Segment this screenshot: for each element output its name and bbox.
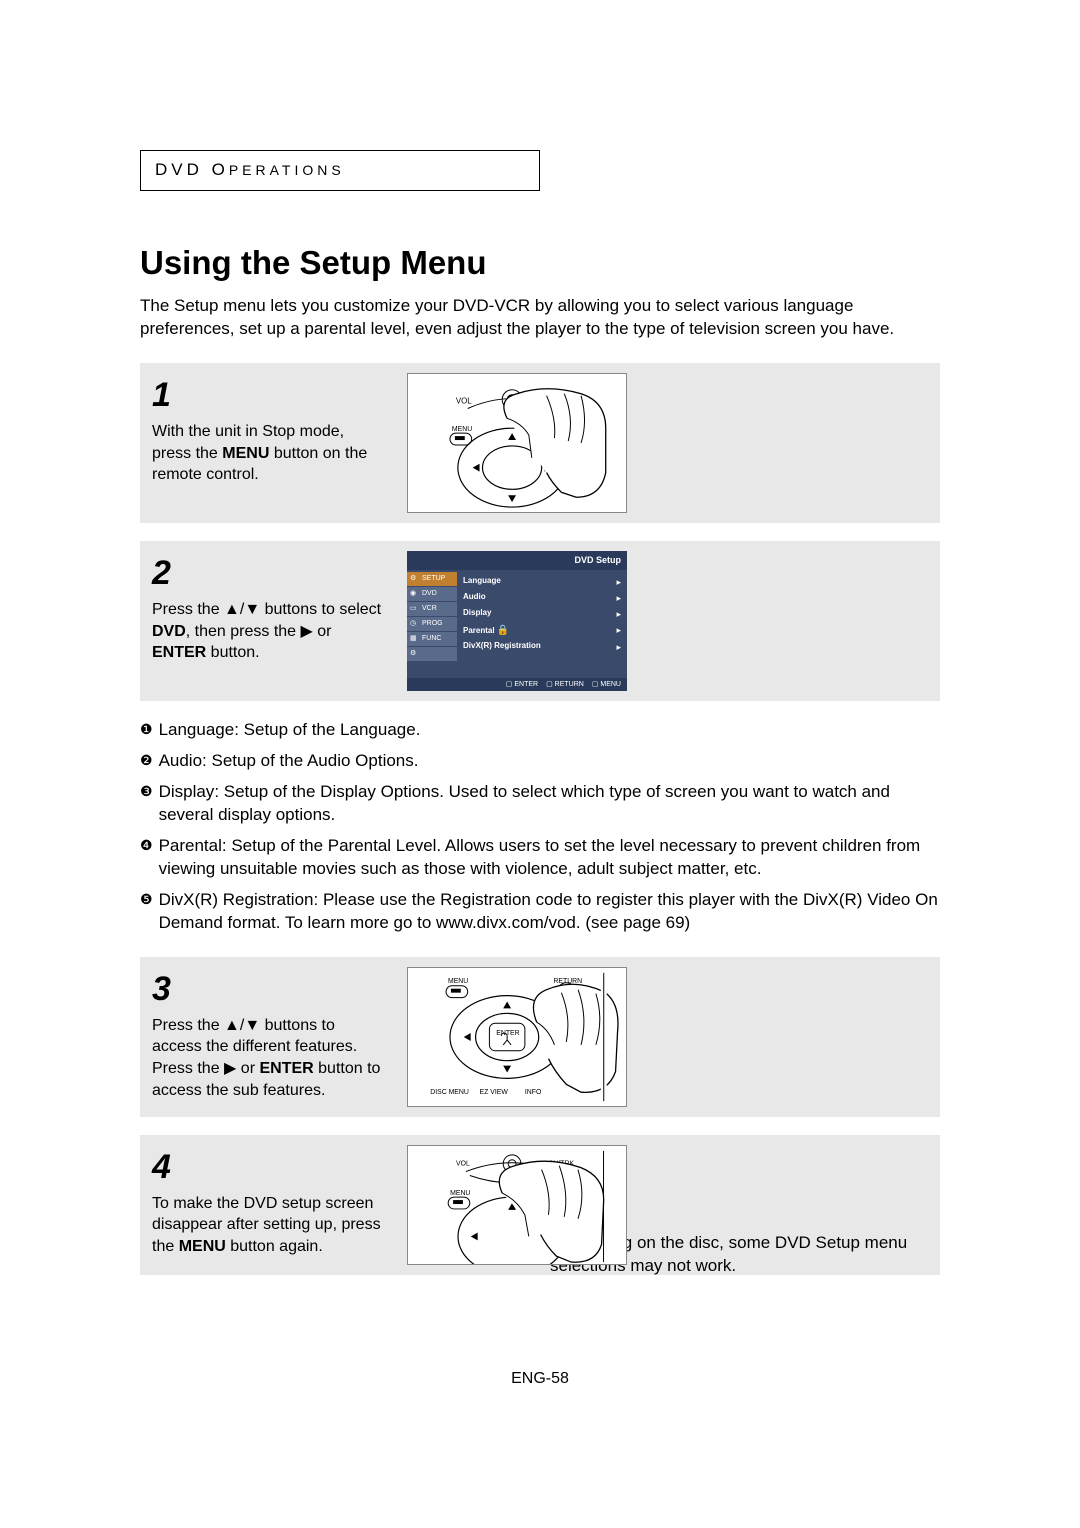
svg-text:DISC MENU: DISC MENU — [430, 1089, 469, 1096]
svg-text:EZ VIEW: EZ VIEW — [480, 1089, 509, 1096]
tape-icon: ▭ — [410, 604, 420, 614]
circled-1-icon: ❶ — [140, 720, 153, 742]
svg-text:INFO: INFO — [525, 1089, 542, 1096]
tab-func: ▦FUNC — [407, 632, 457, 646]
circled-3-icon: ❸ — [140, 782, 153, 827]
step-2: 2 Press the ▲/▼ buttons to select DVD, t… — [140, 541, 940, 701]
page-footer: ENG-58 — [140, 1368, 940, 1390]
step-1: 1 With the unit in Stop mode, press the … — [140, 363, 940, 523]
tab-prog: ◷PROG — [407, 617, 457, 631]
row-language: Language▸ — [463, 574, 621, 590]
svg-text:MENU: MENU — [450, 1190, 470, 1197]
row-divx: DivX(R) Registration▸ — [463, 639, 621, 655]
up-down-icon: ▲/▼ — [224, 1017, 260, 1034]
gear-icon: ⚙ — [410, 649, 420, 659]
def-audio: ❷ Audio: Setup of the Audio Options. — [140, 750, 940, 773]
svg-text:MENU: MENU — [448, 978, 468, 985]
step-1-illustration: VOL CH MENU — [407, 373, 627, 513]
row-display: Display▸ — [463, 606, 621, 622]
tab-setup: ⚙SETUP — [407, 572, 457, 586]
right-icon: ▶ — [301, 623, 313, 640]
step-3-num: 3 — [152, 967, 387, 1013]
step-3-body: Press the ▲/▼ buttons to access the diff… — [152, 1015, 387, 1101]
dvd-setup-footer: ▢ ENTER ▢ RETURN ▢ MENU — [407, 678, 627, 691]
chevron-right-icon: ▸ — [616, 592, 621, 604]
step-4-text: 4 To make the DVD setup screen disappear… — [152, 1145, 387, 1265]
svg-text:MENU: MENU — [452, 427, 472, 434]
section-header: DVD OPERATIONS — [140, 150, 540, 191]
def-language: ❶ Language: Setup of the Language. — [140, 719, 940, 742]
up-down-icon: ▲/▼ — [224, 601, 260, 618]
definitions-list: ❶ Language: Setup of the Language. ❷ Aud… — [140, 719, 940, 935]
header-post: PERATIONS — [229, 162, 345, 178]
step-4-illustration: VOL CH/TRK AUDIO MENU — [407, 1145, 627, 1265]
row-parental: Parental 🔒▸ — [463, 622, 621, 640]
step-2-num: 2 — [152, 551, 387, 597]
chevron-right-icon: ▸ — [616, 608, 621, 620]
step-1-body: With the unit in Stop mode, press the ME… — [152, 421, 387, 486]
circled-4-icon: ❹ — [140, 836, 153, 881]
step-1-num: 1 — [152, 373, 387, 419]
svg-text:VOL: VOL — [456, 397, 472, 406]
def-divx: ❺ DivX(R) Registration: Please use the R… — [140, 889, 940, 935]
intro-text: The Setup menu lets you customize your D… — [140, 295, 940, 341]
gear-icon: ⚙ — [410, 574, 420, 584]
circled-2-icon: ❷ — [140, 751, 153, 773]
tab-dvd: ◉DVD — [407, 587, 457, 601]
step-4-num: 4 — [152, 1145, 387, 1191]
svg-text:ENTER: ENTER — [496, 1030, 519, 1037]
clock-icon: ◷ — [410, 619, 420, 629]
svg-text:RETURN: RETURN — [553, 978, 582, 985]
dvd-setup-screenshot: DVD Setup ⚙SETUP ◉DVD ▭VCR ◷PROG ▦FUNC ⚙… — [407, 551, 627, 691]
lock-icon: 🔒 — [497, 625, 509, 636]
chevron-right-icon: ▸ — [616, 576, 621, 588]
def-parental: ❹ Parental: Setup of the Parental Level.… — [140, 835, 940, 881]
chevron-right-icon: ▸ — [616, 641, 621, 653]
def-display: ❸ Display: Setup of the Display Options.… — [140, 781, 940, 827]
step-2-text: 2 Press the ▲/▼ buttons to select DVD, t… — [152, 551, 387, 691]
disc-icon: ◉ — [410, 589, 420, 599]
remote-hand-icon: VOL CH MENU — [408, 374, 626, 512]
dvd-setup-tabs: ⚙SETUP ◉DVD ▭VCR ◷PROG ▦FUNC ⚙ — [407, 570, 457, 678]
remote-menu-icon: VOL CH/TRK AUDIO MENU — [408, 1146, 626, 1264]
remote-enter-icon: MENU RETURN ENTER DISC MENU EZ VIEW INFO — [408, 968, 626, 1106]
tab-vcr: ▭VCR — [407, 602, 457, 616]
page-title: Using the Setup Menu — [140, 241, 940, 286]
circled-5-icon: ❺ — [140, 890, 153, 935]
step-3-text: 3 Press the ▲/▼ buttons to access the di… — [152, 967, 387, 1107]
chevron-right-icon: ▸ — [616, 624, 621, 638]
dvd-setup-title: DVD Setup — [407, 551, 627, 569]
dvd-setup-rows: Language▸ Audio▸ Display▸ Parental 🔒▸ Di… — [457, 570, 627, 678]
right-icon: ▶ — [224, 1060, 236, 1077]
step-3-illustration: MENU RETURN ENTER DISC MENU EZ VIEW INFO — [407, 967, 627, 1107]
tab-extra: ⚙ — [407, 647, 457, 661]
header-pre: DVD O — [155, 160, 229, 179]
step-1-text: 1 With the unit in Stop mode, press the … — [152, 373, 387, 513]
step-3: 3 Press the ▲/▼ buttons to access the di… — [140, 957, 940, 1117]
svg-text:VOL: VOL — [456, 1161, 470, 1168]
step-4-body: To make the DVD setup screen disappear a… — [152, 1193, 387, 1258]
func-icon: ▦ — [410, 634, 420, 644]
row-audio: Audio▸ — [463, 590, 621, 606]
step-2-body: Press the ▲/▼ buttons to select DVD, the… — [152, 599, 387, 664]
